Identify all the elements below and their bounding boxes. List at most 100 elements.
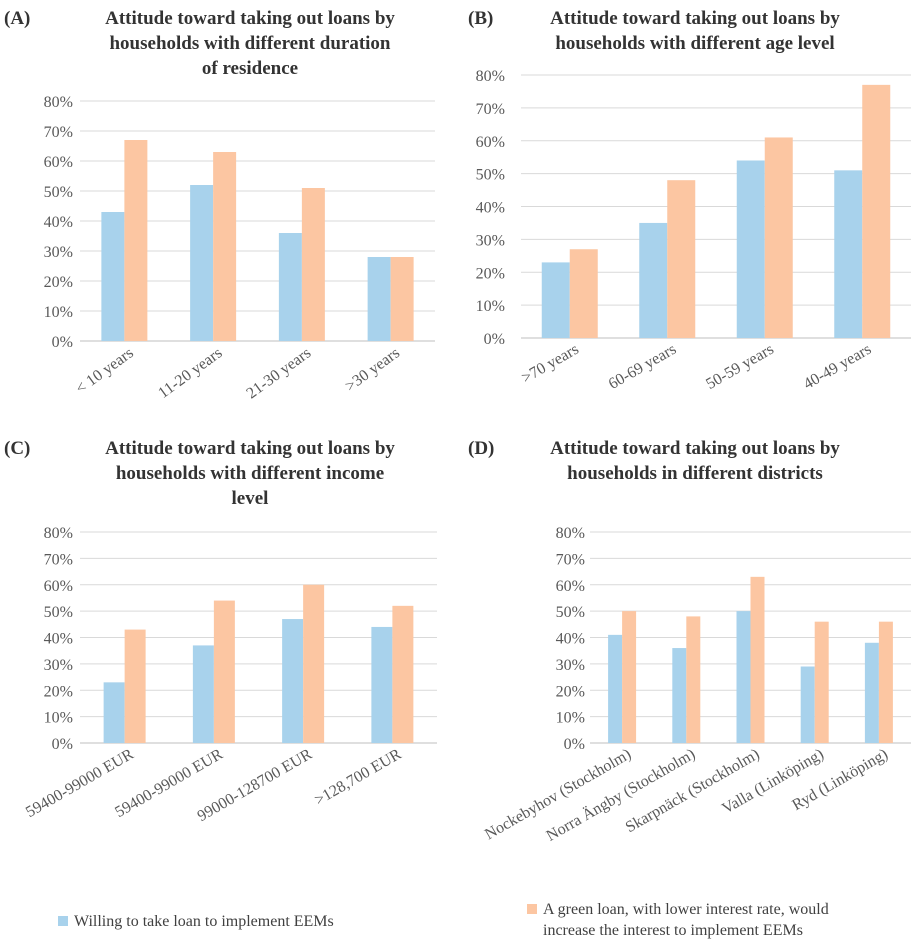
chart-d-bar-green-loan xyxy=(622,611,637,743)
chart-d-ytick-label: 70% xyxy=(556,551,585,568)
chart-b-ytick-label: 80% xyxy=(476,68,505,85)
chart-b-bar-green-loan xyxy=(862,84,891,338)
chart-b-category-label: >70 years xyxy=(519,341,582,387)
chart-a-category-label: 11-20 years xyxy=(155,344,225,402)
chart-c-ytick-label: 30% xyxy=(44,657,73,674)
legend-label-green-loan-line1: A green loan, with lower interest rate, … xyxy=(543,901,829,918)
chart-a-bar-willing xyxy=(278,233,302,341)
chart-c-ytick-label: 20% xyxy=(44,683,73,700)
chart-a-ytick-label: 40% xyxy=(44,214,73,231)
chart-b-category-label: 40-49 years xyxy=(801,341,875,393)
chart-c-ytick-label: 10% xyxy=(44,710,73,727)
chart-a-bar-green-loan xyxy=(213,152,237,341)
chart-b-category-label: 60-69 years xyxy=(606,341,680,393)
chart-d-bar-willing xyxy=(608,634,623,743)
chart-d-ytick-label: 40% xyxy=(556,631,585,648)
chart-d-panel-label: (D) xyxy=(468,438,494,459)
chart-c-title-line-3: level xyxy=(232,488,269,509)
legend-swatch-willing xyxy=(58,916,68,926)
chart-a-bar-willing xyxy=(190,185,214,341)
chart-c-bar-willing xyxy=(103,682,125,743)
chart-b-bar-green-loan xyxy=(569,249,598,338)
chart-a-bar-green-loan xyxy=(301,188,325,341)
chart-c-ytick-label: 50% xyxy=(44,604,73,621)
chart-b-bar-green-loan xyxy=(764,137,793,338)
chart-d-bar-green-loan xyxy=(750,576,765,743)
chart-d-title-line-2: households in different districts xyxy=(567,463,823,484)
chart-c-ytick-label: 60% xyxy=(44,578,73,595)
chart-b-ytick-label: 20% xyxy=(476,265,505,282)
chart-b-bar-green-loan xyxy=(667,180,696,338)
chart-a-category-label: >30 years xyxy=(342,344,403,395)
chart-d-bar-willing xyxy=(800,666,815,743)
chart-b-category-label: 50-59 years xyxy=(703,341,777,393)
legend-label-green-loan: A green loan, with lower interest rate, … xyxy=(543,899,829,941)
chart-a-panel-label: (A) xyxy=(4,8,30,29)
chart-c-title-line-2: households with different income xyxy=(116,463,384,484)
chart-a-bar-willing xyxy=(101,212,125,341)
chart-d-bar-green-loan xyxy=(686,616,701,743)
chart-d-ytick-label: 0% xyxy=(564,736,585,753)
chart-d: (D) Attitude toward taking out loans by ho… xyxy=(468,438,911,845)
chart-b-ytick-label: 30% xyxy=(476,232,505,249)
chart-a-category-label: < 10 years xyxy=(73,344,137,397)
chart-b-ytick-label: 50% xyxy=(476,167,505,184)
chart-d-bar-willing xyxy=(864,642,879,743)
chart-c-ytick-label: 0% xyxy=(52,736,73,753)
chart-a-bar-green-loan xyxy=(124,140,148,341)
chart-c-bar-green-loan xyxy=(213,600,235,743)
chart-c-bar-green-loan xyxy=(124,629,146,743)
chart-b-ytick-label: 10% xyxy=(476,298,505,315)
chart-a-ytick-label: 0% xyxy=(52,334,73,351)
chart-a: (A) Attitude toward taking out loans by ho… xyxy=(4,8,435,402)
chart-d-title-line-1: Attitude toward taking out loans by xyxy=(550,438,840,459)
chart-b-ytick-label: 60% xyxy=(476,134,505,151)
chart-d-ytick-label: 50% xyxy=(556,604,585,621)
chart-c: (C) Attitude toward taking out loans by ho… xyxy=(4,438,437,825)
chart-b-bar-willing xyxy=(639,222,668,338)
chart-d-ytick-label: 60% xyxy=(556,578,585,595)
chart-b-panel-label: (B) xyxy=(468,8,493,29)
chart-d-bar-green-loan xyxy=(878,621,893,743)
chart-a-ytick-label: 30% xyxy=(44,244,73,261)
chart-d-ytick-label: 20% xyxy=(556,683,585,700)
chart-c-bar-willing xyxy=(192,645,214,743)
chart-c-title-line-1: Attitude toward taking out loans by xyxy=(105,438,395,459)
chart-d-bar-willing xyxy=(672,648,687,743)
chart-b-ytick-label: 40% xyxy=(476,200,505,217)
legend-label-green-loan-line2: increase the interest to implement EEMs xyxy=(543,922,803,939)
chart-a-title-line-2: households with different duration xyxy=(109,33,390,54)
chart-c-category-label: >128,700 EUR xyxy=(312,746,405,809)
chart-c-ytick-label: 80% xyxy=(44,525,73,542)
chart-c-ytick-label: 40% xyxy=(44,631,73,648)
chart-b: (B) Attitude toward taking out loans by ho… xyxy=(468,8,911,393)
chart-d-bar-green-loan xyxy=(814,621,829,743)
legend-label-willing: Willing to take loan to implement EEMs xyxy=(74,913,334,930)
chart-a-ytick-label: 80% xyxy=(44,94,73,111)
chart-d-ytick-label: 80% xyxy=(556,525,585,542)
chart-a-title-line-1: Attitude toward taking out loans by xyxy=(105,8,395,29)
chart-b-title-line-2: households with different age level xyxy=(555,33,834,54)
chart-a-ytick-label: 60% xyxy=(44,154,73,171)
chart-a-bar-willing xyxy=(367,257,391,341)
chart-b-bar-willing xyxy=(736,160,765,338)
chart-a-ytick-label: 70% xyxy=(44,124,73,141)
chart-c-bar-willing xyxy=(282,619,304,743)
chart-d-bar-willing xyxy=(736,611,751,743)
legend-swatch-green-loan xyxy=(527,904,537,914)
chart-a-title-line-3: of residence xyxy=(202,58,298,79)
chart-c-bar-green-loan xyxy=(392,605,414,743)
chart-a-category-label: 21-30 years xyxy=(243,344,314,402)
chart-b-bar-willing xyxy=(541,262,570,338)
chart-a-ytick-label: 20% xyxy=(44,274,73,291)
chart-c-ytick-label: 70% xyxy=(44,551,73,568)
chart-b-title-line-1: Attitude toward taking out loans by xyxy=(550,8,840,29)
chart-b-ytick-label: 70% xyxy=(476,101,505,118)
chart-c-bar-willing xyxy=(371,626,393,743)
chart-d-ytick-label: 30% xyxy=(556,657,585,674)
chart-a-ytick-label: 10% xyxy=(44,304,73,321)
chart-b-bar-willing xyxy=(834,170,863,338)
chart-a-ytick-label: 50% xyxy=(44,184,73,201)
chart-c-bar-green-loan xyxy=(303,584,325,743)
